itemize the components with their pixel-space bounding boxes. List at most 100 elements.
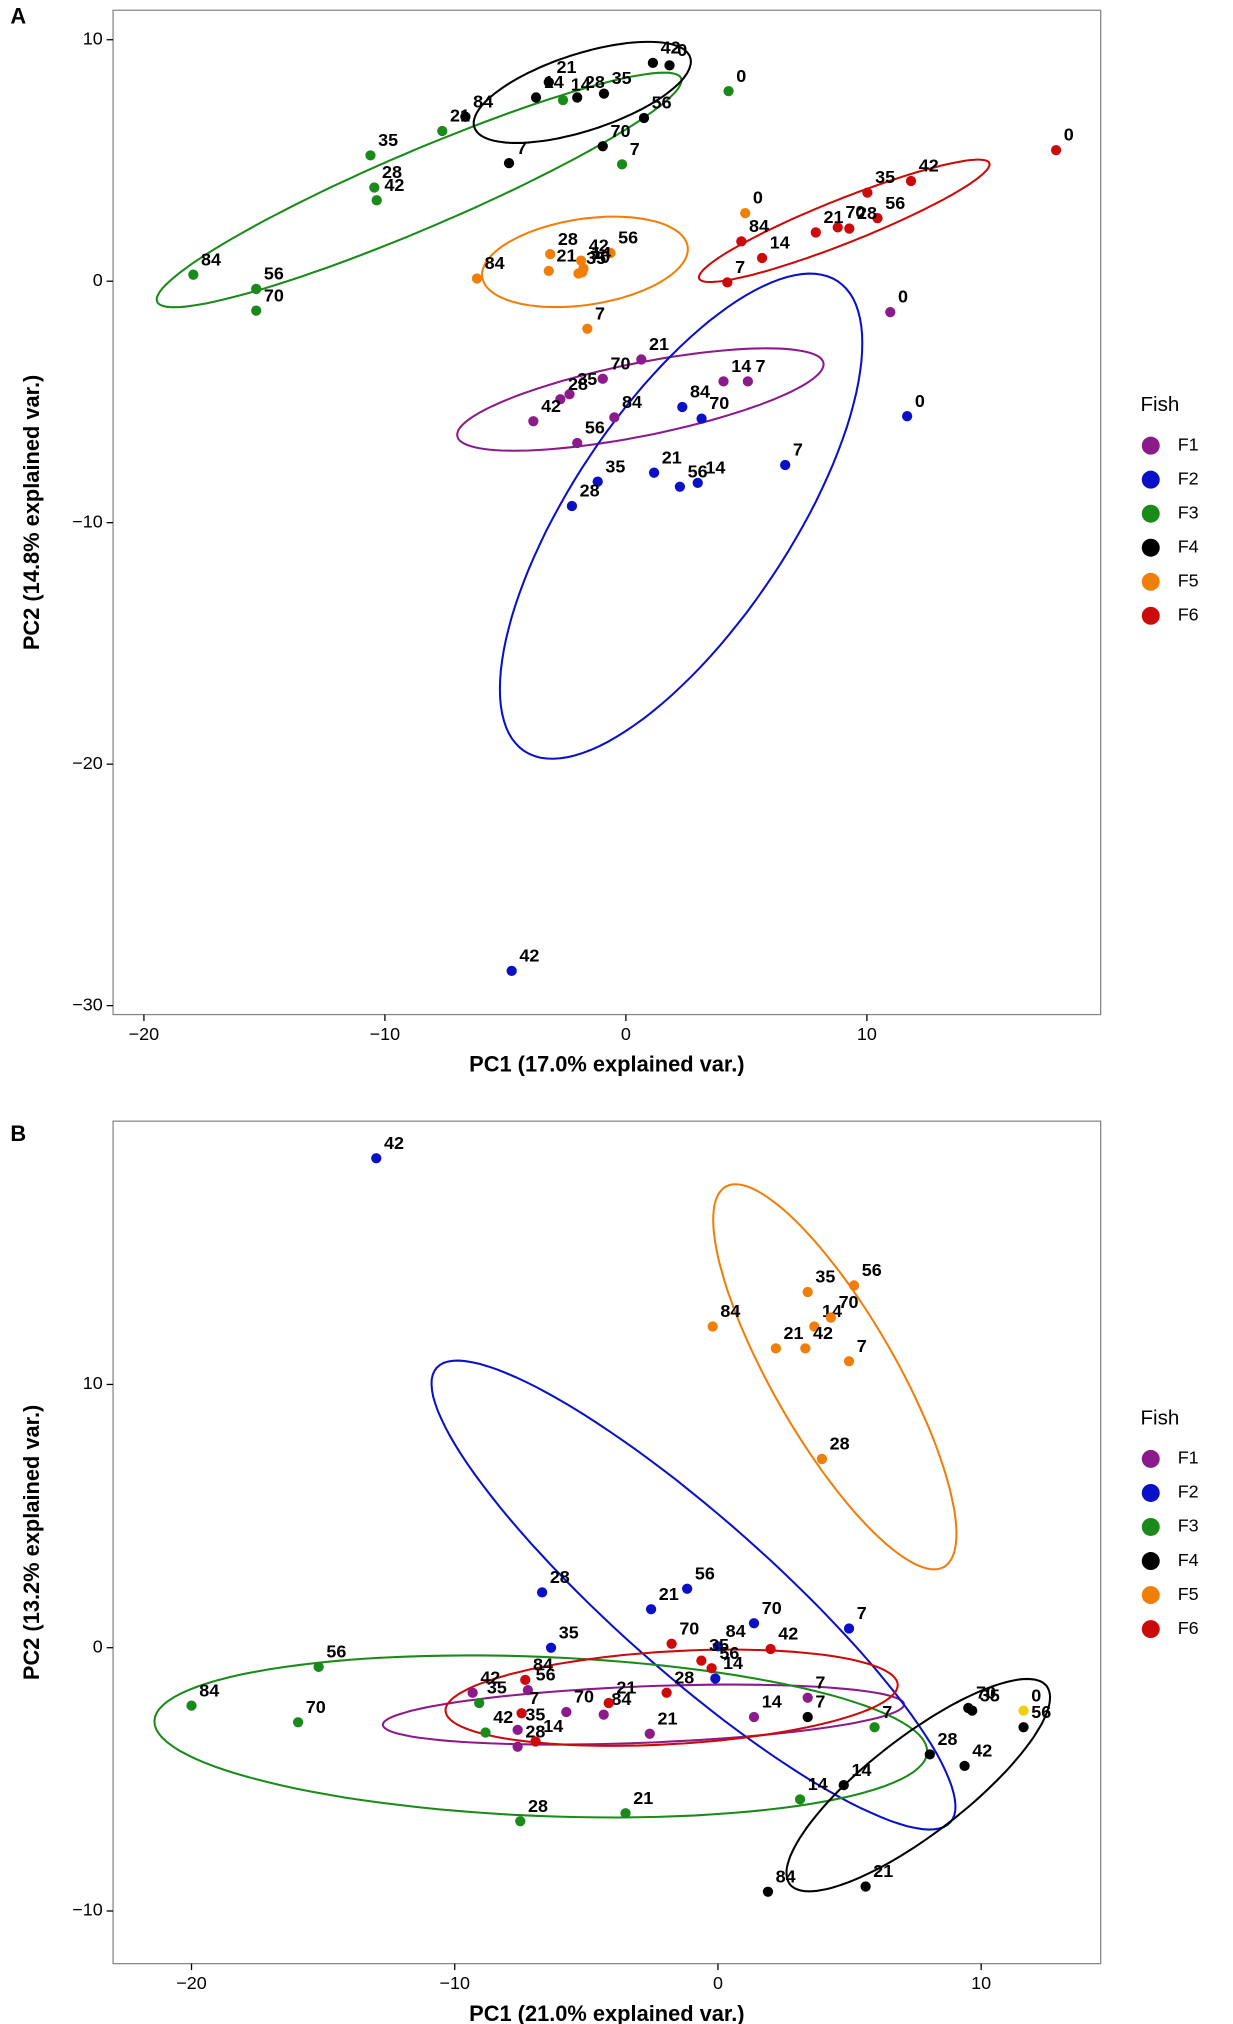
point: [765, 1643, 776, 1655]
point: [572, 92, 583, 103]
point-label: 21: [784, 1323, 804, 1343]
point: [369, 182, 380, 193]
point-label: 42: [384, 175, 404, 195]
point-label: 0: [677, 40, 687, 60]
y-tick-label: −20: [72, 753, 102, 773]
ellipse: [456, 347, 825, 452]
point-label: 21: [649, 334, 669, 354]
point-label: 70: [610, 353, 630, 373]
legend-marker: [1141, 1483, 1160, 1502]
point-label: 7: [793, 440, 803, 460]
point-label: 21: [616, 1678, 636, 1698]
point-label: 70: [845, 202, 865, 222]
point-label: 70: [574, 1687, 594, 1707]
point-label: 14: [762, 1692, 782, 1712]
point-label: 56: [1031, 1702, 1051, 1722]
point: [512, 1741, 523, 1752]
point-label: 21: [873, 1861, 893, 1881]
point-label: 35: [586, 248, 606, 268]
point-label: 14: [808, 1774, 828, 1794]
point-label: 35: [525, 1704, 545, 1724]
panel-letter: A: [10, 4, 26, 29]
point: [474, 1697, 485, 1709]
point: [780, 459, 791, 471]
point-label: 7: [882, 1702, 892, 1722]
legend-title: Fish: [1140, 393, 1179, 416]
point: [545, 249, 556, 260]
point: [620, 1808, 631, 1819]
x-tick-label: 0: [621, 1024, 631, 1044]
point: [677, 401, 688, 413]
x-axis-title: PC1 (21.0% explained var.): [469, 2001, 744, 2024]
legend-marker: [1141, 1586, 1160, 1605]
point: [924, 1749, 935, 1760]
point: [528, 416, 539, 427]
legend-label: F6: [1178, 1618, 1199, 1638]
point-label: 21: [657, 1708, 677, 1728]
point-label: 35: [815, 1267, 835, 1287]
point: [186, 1700, 197, 1711]
point: [848, 1280, 860, 1291]
point: [967, 1705, 978, 1716]
point-label: 84: [749, 216, 769, 236]
point: [844, 223, 855, 234]
point: [564, 389, 575, 400]
point-label: 35: [487, 1678, 507, 1698]
point-label: 14: [543, 1716, 563, 1736]
point: [648, 467, 660, 478]
point: [530, 92, 542, 103]
x-tick-label: 10: [857, 1024, 877, 1044]
legend-marker: [1141, 436, 1160, 455]
point: [710, 1673, 721, 1684]
point: [543, 77, 554, 88]
legend-label: F3: [1178, 502, 1199, 522]
legend-marker: [1141, 1449, 1160, 1468]
point-label: 21: [662, 447, 682, 467]
point-label: 42: [480, 1667, 500, 1687]
point: [530, 1736, 541, 1747]
point-label: 42: [661, 38, 681, 58]
point: [512, 1724, 523, 1735]
point: [666, 1638, 677, 1649]
point: [825, 1312, 837, 1323]
point: [959, 1760, 970, 1772]
point-label: 84: [622, 392, 642, 412]
point-label: 28: [585, 72, 605, 92]
legend-label: F2: [1178, 1482, 1199, 1502]
point: [800, 1343, 811, 1354]
legend-marker: [1141, 1518, 1160, 1536]
point-label: 70: [590, 247, 610, 267]
point: [816, 1453, 828, 1465]
point-label: 42: [384, 1133, 404, 1153]
point: [515, 1816, 526, 1827]
point-label: 0: [753, 188, 763, 208]
point-label: 28: [857, 203, 877, 223]
point-label: 21: [556, 245, 576, 265]
point: [638, 112, 650, 124]
point-label: 7: [595, 303, 605, 323]
point-label: 70: [976, 1683, 996, 1703]
ellipse: [697, 158, 991, 284]
point-label: 84: [726, 1621, 746, 1641]
legend-marker: [1141, 504, 1160, 523]
point: [692, 477, 703, 488]
point: [718, 376, 729, 387]
point-label: 28: [558, 229, 578, 249]
point: [471, 273, 483, 284]
point-label: 56: [536, 1665, 556, 1685]
point: [802, 1692, 813, 1703]
point: [1018, 1722, 1029, 1733]
point: [555, 394, 566, 405]
point-label: 14: [571, 75, 591, 95]
point-label: 35: [605, 456, 625, 476]
point-label: 56: [862, 1260, 882, 1280]
point-label: 21: [556, 57, 576, 77]
point: [862, 187, 873, 198]
point: [1018, 1705, 1029, 1716]
y-axis-title: PC2 (13.2% explained var.): [19, 1405, 44, 1680]
point: [616, 159, 628, 170]
point: [582, 323, 593, 334]
point: [696, 1655, 707, 1666]
point: [838, 1780, 849, 1791]
